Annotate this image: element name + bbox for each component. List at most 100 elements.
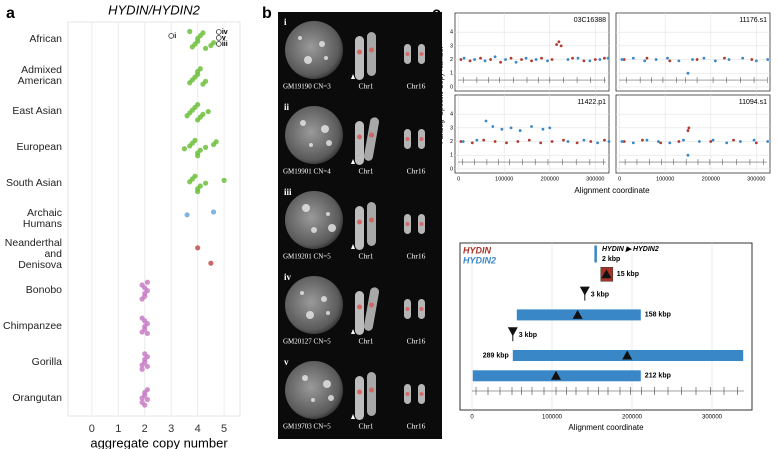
point	[622, 140, 626, 143]
y-tick-label: 3	[450, 43, 453, 49]
facet-title: 11176.s1	[739, 17, 767, 24]
fluorescent-spot	[298, 36, 302, 40]
chromosome	[367, 32, 376, 76]
facet-title: 11422.p1	[577, 99, 606, 106]
point	[483, 59, 487, 63]
x-tick-label: 5	[221, 423, 227, 435]
point	[620, 58, 624, 61]
event-label: 2 kbp	[602, 256, 620, 263]
point	[505, 141, 508, 145]
point	[139, 399, 145, 405]
point	[213, 139, 219, 145]
centromere-arrow	[351, 74, 355, 79]
point	[181, 146, 188, 152]
x-tick-label: 3	[168, 423, 174, 435]
x-tick-label: 200000	[622, 415, 643, 421]
point	[631, 56, 635, 60]
fluorescent-spot	[326, 140, 332, 146]
point	[459, 58, 463, 61]
point	[622, 58, 626, 61]
probe-signal	[369, 302, 374, 308]
x-tick-label: 100000	[542, 415, 563, 421]
chromosome	[367, 372, 376, 416]
point	[473, 58, 476, 61]
row-numeral: iv	[284, 272, 292, 282]
x-axis-label: Alignment coordinate	[574, 186, 650, 195]
event-marker	[622, 350, 633, 360]
cell-nucleus	[285, 21, 343, 79]
point	[461, 140, 465, 143]
point	[504, 58, 507, 61]
point	[559, 44, 563, 48]
event-label: 15 kbp	[617, 271, 639, 278]
annotation-label: iv	[222, 29, 228, 36]
point	[479, 56, 482, 60]
point	[541, 127, 545, 131]
point	[208, 260, 214, 266]
probe-signal	[405, 52, 410, 56]
y-tick-label: 0	[450, 84, 453, 90]
point	[566, 140, 570, 143]
point	[462, 56, 466, 60]
point	[603, 56, 606, 60]
point	[203, 45, 209, 51]
fluorescent-spot	[309, 143, 313, 147]
sample-label: GM19190 CN=3	[283, 83, 331, 91]
point	[524, 56, 528, 60]
point	[192, 137, 198, 143]
probe-signal	[357, 389, 362, 395]
y-tick-label: 0	[450, 166, 453, 172]
point	[548, 126, 552, 130]
event-note: HYDIN ▶ HYDIN2	[602, 246, 659, 253]
fluorescent-spot	[302, 204, 310, 212]
point	[509, 126, 513, 130]
point	[187, 28, 193, 35]
point	[659, 141, 663, 145]
point	[210, 209, 217, 215]
plot-area	[67, 21, 241, 417]
point	[603, 138, 606, 142]
fluorescent-spot	[321, 296, 327, 302]
chromosome	[363, 117, 380, 161]
point	[546, 59, 549, 63]
annotation-marker	[216, 29, 222, 35]
point	[493, 55, 497, 59]
point	[641, 138, 644, 142]
x-tick-label: 200000	[702, 176, 720, 182]
point	[589, 140, 593, 143]
point	[197, 66, 203, 72]
point	[205, 108, 211, 115]
point	[144, 387, 150, 393]
point	[702, 56, 706, 60]
y-tick-label: 2	[450, 57, 453, 63]
category-label: South Asian	[5, 176, 62, 189]
point	[607, 140, 611, 143]
event-marker	[507, 327, 518, 337]
category-label: European	[16, 140, 62, 153]
point	[557, 40, 561, 44]
point	[654, 58, 658, 61]
panel-label: b	[262, 5, 272, 22]
event-marker	[551, 370, 561, 380]
x-tick-label: 2	[142, 423, 148, 435]
event-marker	[579, 286, 590, 296]
point	[527, 138, 531, 142]
point	[550, 58, 554, 61]
x-axis-label: aggregate copy number	[90, 435, 228, 449]
probe-signal	[357, 219, 362, 225]
point	[210, 40, 217, 46]
fluorescent-spot	[328, 395, 334, 401]
point	[144, 330, 150, 337]
point	[195, 101, 201, 108]
facet-frame	[454, 94, 610, 174]
probe-signal	[405, 392, 410, 396]
chromosome-label: Chr16	[407, 82, 426, 91]
probe-signal	[405, 137, 410, 141]
point	[596, 141, 600, 145]
point	[468, 59, 472, 63]
facet-title: 03C16388	[574, 17, 606, 24]
probe-signal	[419, 137, 424, 141]
point	[566, 58, 570, 61]
point	[645, 56, 649, 60]
